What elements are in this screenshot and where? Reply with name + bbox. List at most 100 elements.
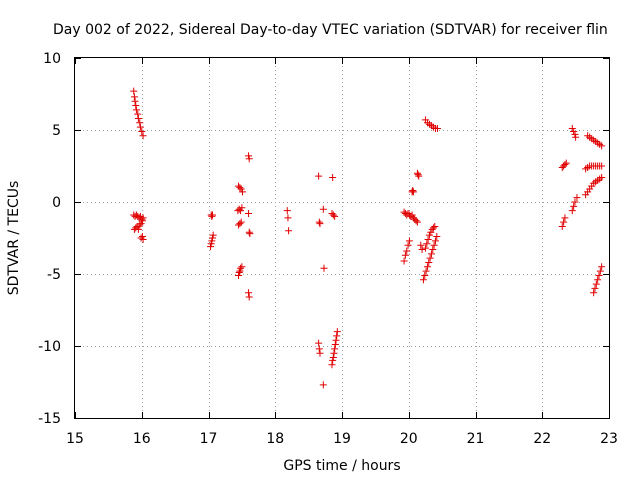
data-point — [237, 264, 245, 272]
data-point — [412, 217, 420, 225]
data-point — [598, 162, 606, 170]
data-point — [285, 227, 293, 235]
data-point — [403, 247, 411, 255]
data-point — [139, 235, 147, 243]
data-point — [558, 222, 566, 230]
data-point — [315, 339, 323, 347]
data-point — [592, 280, 600, 288]
data-point — [419, 276, 427, 284]
data-point — [572, 133, 580, 141]
data-point — [426, 254, 434, 262]
data-point — [245, 152, 253, 160]
data-point — [208, 237, 216, 245]
data-point — [333, 328, 341, 336]
data-point — [431, 222, 439, 230]
data-point — [130, 87, 138, 95]
x-tick-label: 22 — [533, 431, 551, 447]
data-point — [429, 246, 437, 254]
data-point — [571, 130, 579, 138]
data-point — [433, 125, 441, 133]
data-point — [570, 127, 578, 135]
data-point — [590, 289, 598, 297]
x-tick-label: 18 — [266, 431, 284, 447]
data-point — [245, 210, 253, 218]
data-point — [237, 207, 245, 215]
data-point — [329, 354, 337, 362]
data-point — [207, 243, 215, 251]
data-point — [401, 251, 409, 259]
data-point — [332, 336, 340, 344]
data-point — [315, 218, 323, 226]
data-point — [571, 198, 579, 206]
data-point — [207, 240, 215, 248]
data-point — [319, 381, 327, 389]
data-point — [138, 233, 146, 241]
data-point — [137, 220, 145, 228]
data-point — [562, 159, 570, 167]
data-point — [415, 172, 423, 180]
data-point — [245, 155, 253, 163]
data-point — [568, 207, 576, 215]
data-point — [414, 171, 422, 179]
data-point — [331, 341, 339, 349]
y-tick-label: 0 — [52, 195, 61, 211]
data-point — [239, 188, 247, 196]
y-tick-label: 5 — [52, 123, 61, 139]
data-point — [331, 345, 339, 353]
data-point — [409, 186, 417, 194]
data-point — [333, 332, 341, 340]
data-point — [236, 267, 244, 275]
data-point — [329, 356, 337, 364]
x-tick-label: 20 — [400, 431, 418, 447]
data-point — [316, 349, 324, 357]
x-axis-label: GPS time / hours — [283, 458, 400, 474]
data-point — [236, 220, 244, 228]
data-point — [573, 194, 581, 202]
data-point — [246, 230, 254, 238]
data-point — [315, 345, 323, 353]
data-point — [409, 188, 417, 196]
grid-lines — [75, 58, 609, 418]
data-point — [329, 174, 337, 182]
data-point — [424, 235, 432, 243]
plot-frame — [74, 57, 610, 419]
data-point — [245, 228, 253, 236]
data-point — [591, 284, 599, 292]
data-point — [315, 172, 323, 180]
data-point — [320, 264, 328, 272]
data-point — [236, 184, 244, 192]
y-tick-labels: -15 -10 -5 0 5 10 — [38, 51, 61, 427]
data-point — [209, 234, 217, 242]
data-point — [235, 269, 243, 277]
data-point — [139, 214, 147, 222]
data-point — [596, 267, 604, 275]
data-point — [427, 250, 435, 258]
x-tick-label: 16 — [133, 431, 151, 447]
data-point — [421, 271, 429, 279]
data-point — [209, 211, 217, 219]
data-point — [238, 263, 246, 271]
data-point — [132, 102, 140, 110]
data-point — [209, 231, 217, 239]
data-point — [430, 241, 438, 249]
data-point — [425, 231, 433, 239]
data-point — [316, 220, 324, 228]
data-point — [433, 233, 441, 241]
x-tick-labels: 15 16 17 18 19 20 21 22 23 — [66, 431, 618, 447]
data-point — [413, 169, 421, 177]
data-point — [423, 263, 431, 271]
y-tick-label: -15 — [38, 411, 61, 427]
y-tick-label: -5 — [47, 267, 61, 283]
x-tick-label: 23 — [600, 431, 618, 447]
axis-ticks — [75, 58, 610, 419]
y-tick-label: -10 — [38, 339, 61, 355]
data-point — [598, 174, 606, 182]
data-point — [560, 218, 568, 226]
data-point — [238, 204, 246, 212]
data-point — [139, 132, 147, 140]
data-point — [237, 218, 245, 226]
x-tick-label: 19 — [333, 431, 351, 447]
data-point — [595, 271, 603, 279]
data-point — [331, 212, 339, 220]
